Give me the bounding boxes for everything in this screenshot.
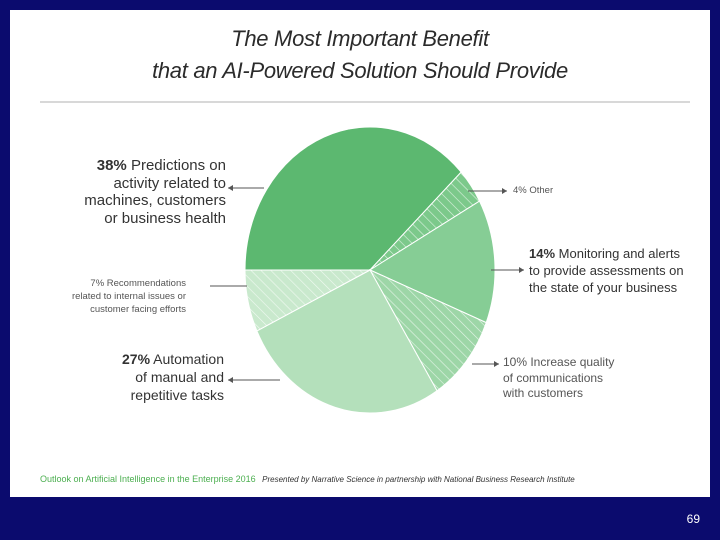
label-automation-line-2: of manual and bbox=[135, 369, 224, 386]
pie-slice-hatch-communications bbox=[370, 270, 487, 391]
label-predictions-line-1: Predictions on bbox=[130, 157, 226, 174]
label-recommendations: 7% Recommendations related to internal i… bbox=[30, 278, 186, 316]
label-automation-line-3: repetitive tasks bbox=[130, 387, 224, 404]
divider bbox=[40, 101, 690, 103]
label-monitoring-line-3: the state of your business bbox=[529, 279, 678, 295]
chart-title-line-1: The Most Important Benefit bbox=[231, 26, 489, 51]
page-number: 69 bbox=[686, 512, 700, 526]
label-automation-line-1: Automation bbox=[153, 351, 224, 367]
pie-slice-automation bbox=[256, 269, 438, 414]
label-predictions-line-2: activity related to bbox=[113, 174, 226, 192]
label-monitoring-pct: 14% bbox=[529, 246, 556, 261]
pie-slice-predictions bbox=[244, 126, 462, 271]
label-predictions: 38% Predictions on activity related to m… bbox=[30, 157, 226, 228]
label-monitoring-line-1: Monitoring and alerts bbox=[558, 246, 681, 261]
pie-slice-monitoring bbox=[368, 200, 496, 324]
label-automation: 27% Automation of manual and repetitive … bbox=[30, 350, 224, 405]
pie-slice-hatch-other bbox=[370, 172, 480, 270]
footer-credit: Presented by Narrative Science in partne… bbox=[262, 475, 575, 484]
slide: The Most Important Benefit that an AI-Po… bbox=[10, 10, 710, 497]
pie-chart bbox=[210, 126, 524, 414]
label-other: 4% Other bbox=[513, 185, 554, 196]
pie-slice-hatch-recommendations bbox=[245, 270, 370, 331]
label-monitoring: 14% Monitoring and alerts to provide ass… bbox=[529, 246, 684, 297]
label-communications-line-3: with customers bbox=[503, 386, 584, 401]
label-predictions-pct: 38% bbox=[96, 157, 127, 174]
label-predictions-line-4: or business health bbox=[104, 210, 226, 228]
label-communications-line-1: 10% Increase quality bbox=[503, 355, 615, 369]
label-automation-pct: 27% bbox=[122, 351, 151, 367]
chart-title-line-2: that an AI-Powered Solution Should Provi… bbox=[152, 58, 568, 83]
label-communications-line-2: of communications bbox=[503, 370, 604, 385]
label-recommendations-line-1: 7% Recommendations bbox=[90, 278, 186, 289]
label-recommendations-line-3: customer facing efforts bbox=[90, 303, 186, 315]
label-communications: 10% Increase quality of communications w… bbox=[503, 355, 614, 402]
label-monitoring-line-2: to provide assessments on bbox=[529, 262, 684, 278]
footer-source: Outlook on Artificial Intelligence in th… bbox=[40, 474, 256, 484]
label-recommendations-line-2: related to internal issues or bbox=[71, 290, 186, 302]
footer: Outlook on Artificial Intelligence in th… bbox=[40, 474, 575, 484]
label-predictions-line-3: machines, customers bbox=[84, 192, 226, 210]
